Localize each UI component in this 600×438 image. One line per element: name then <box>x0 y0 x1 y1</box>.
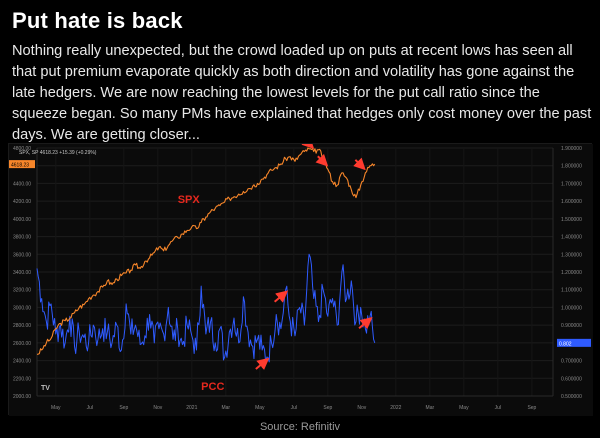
annotation-arrow <box>358 317 373 330</box>
y-right-tick-label: 1.800000 <box>561 164 582 170</box>
x-tick-label: Nov <box>153 405 162 411</box>
y-left-tick-label: 4200.00 <box>13 199 31 205</box>
y-left-tick-label: 2000.00 <box>13 394 31 400</box>
x-tick-label: Nov <box>357 405 366 411</box>
y-right-tick-label: 1.900000 <box>561 146 582 152</box>
y-left-tick-label: 4800.00 <box>13 146 31 152</box>
page-title: Put hate is back <box>12 8 183 33</box>
spx-current-tag <box>9 160 35 169</box>
annotation-arrow <box>353 157 366 171</box>
pcc-current-tag <box>557 338 591 347</box>
x-tick-label: Sep <box>119 405 128 411</box>
x-tick-label: Sep <box>527 405 536 411</box>
y-right-tick-label: 1.500000 <box>561 217 582 223</box>
pcc-annotation-label: PCC <box>201 381 224 393</box>
chart-background <box>9 144 593 416</box>
spx-current-label: 4618.23 <box>11 163 29 169</box>
spx-series-line <box>36 147 376 355</box>
legend-entry-spx: SPX, SP 4618.23 +15.39 (+0.29%) <box>19 150 97 156</box>
y-right-tick-label: 1.100000 <box>561 288 582 294</box>
y-right-tick-label: 0.600000 <box>561 376 582 382</box>
x-tick-label: Mar <box>426 405 435 411</box>
y-left-tick-label: 2200.00 <box>13 376 31 382</box>
x-tick-label: Mar <box>221 405 230 411</box>
x-tick-label: 2021 <box>186 405 197 411</box>
pcc-series-line <box>36 253 376 363</box>
y-right-tick-label: 1.300000 <box>561 252 582 258</box>
y-right-tick-label: 1.700000 <box>561 181 582 187</box>
y-left-tick-label: 2800.00 <box>13 323 31 329</box>
y-left-tick-label: 2400.00 <box>13 359 31 365</box>
y-left-tick-label: 3600.00 <box>13 252 31 258</box>
x-tick-label: May <box>51 405 61 411</box>
annotation-arrow <box>315 153 329 167</box>
x-tick-label: Jul <box>495 405 501 411</box>
x-tick-label: Sep <box>323 405 332 411</box>
y-right-tick-label: 1.200000 <box>561 270 582 276</box>
tradingview-logo: TV <box>41 385 50 392</box>
x-tick-label: Jul <box>291 405 297 411</box>
y-left-tick-label: 3800.00 <box>13 235 31 241</box>
y-left-tick-label: 3400.00 <box>13 270 31 276</box>
y-right-tick-label: 1.400000 <box>561 235 582 241</box>
x-tick-label: May <box>255 405 265 411</box>
source-caption: Source: Refinitiv <box>259 421 341 433</box>
y-right-tick-label: 1.600000 <box>561 199 582 205</box>
y-left-tick-label: 4400.00 <box>13 181 31 187</box>
y-left-tick-label: 4000.00 <box>13 217 31 223</box>
x-tick-label: 2022 <box>390 405 401 411</box>
spx-annotation-label: SPX <box>178 194 201 206</box>
spx-pcc-chart: 4800.004600.004400.004200.004000.003800.… <box>9 136 593 416</box>
y-right-tick-label: 0.700000 <box>561 359 582 365</box>
y-right-tick-label: 0.900000 <box>561 323 582 329</box>
annotation-arrow <box>273 290 289 303</box>
y-right-tick-label: 1.000000 <box>561 305 582 311</box>
x-tick-label: May <box>459 405 469 411</box>
y-left-tick-label: 3000.00 <box>13 305 31 311</box>
y-left-tick-label: 3200.00 <box>13 288 31 294</box>
annotation-arrow <box>255 357 270 371</box>
y-left-tick-label: 2600.00 <box>13 341 31 347</box>
commentary-text: Nothing really unexpected, but the crowd… <box>12 43 592 143</box>
y-right-tick-label: 0.500000 <box>561 394 582 400</box>
chart-panel: 4800.004600.004400.004200.004000.003800.… <box>8 136 593 416</box>
x-tick-label: Jul <box>87 405 93 411</box>
pcc-current-label: 0.802 <box>559 341 572 347</box>
